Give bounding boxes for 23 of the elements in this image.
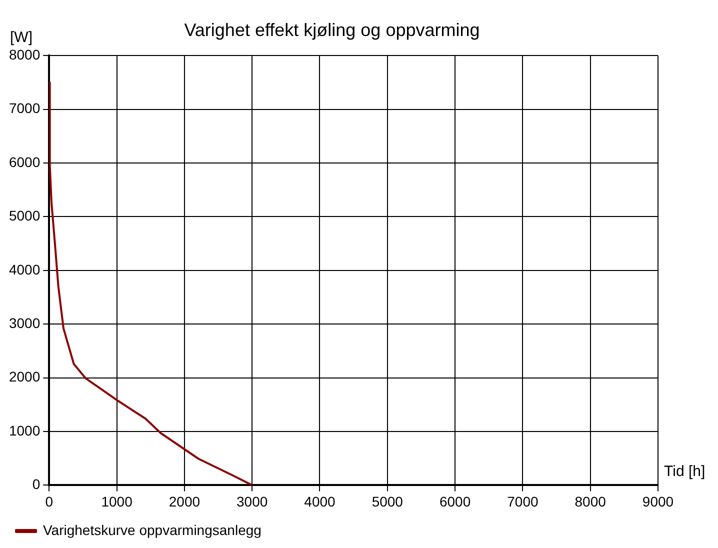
legend-label: Varighetskurve oppvarmingsanlegg <box>43 522 262 538</box>
x-axis-title: Tid [h] <box>664 462 706 480</box>
x-tick-label: 9000 <box>642 493 674 510</box>
y-tick-label: 5000 <box>8 208 40 224</box>
chart-title: Varighet effekt kjøling og oppvarming <box>184 20 480 40</box>
x-tick-label: 6000 <box>439 493 471 510</box>
y-tick-label: 2000 <box>8 368 40 385</box>
x-tick-label: 1000 <box>101 493 133 510</box>
y-tick-label: 8000 <box>8 46 40 62</box>
x-tick-label: 7000 <box>507 493 538 510</box>
x-tick-label: 8000 <box>574 493 606 510</box>
y-axis-title: [W] <box>10 29 32 46</box>
x-tick-label: 5000 <box>372 493 404 510</box>
x-tick-label: 2000 <box>168 493 200 510</box>
y-tick-label: 4000 <box>8 261 40 278</box>
y-tick-label: 3000 <box>8 314 40 331</box>
x-tick-label: 4000 <box>304 493 336 510</box>
x-tick-label: 3000 <box>236 493 268 510</box>
y-tick-label: 0 <box>32 476 40 492</box>
y-tick-label: 1000 <box>8 422 40 438</box>
y-tick-label: 7000 <box>8 100 40 116</box>
y-tick-label: 6000 <box>8 154 40 170</box>
x-tick-label: 0 <box>45 493 54 510</box>
